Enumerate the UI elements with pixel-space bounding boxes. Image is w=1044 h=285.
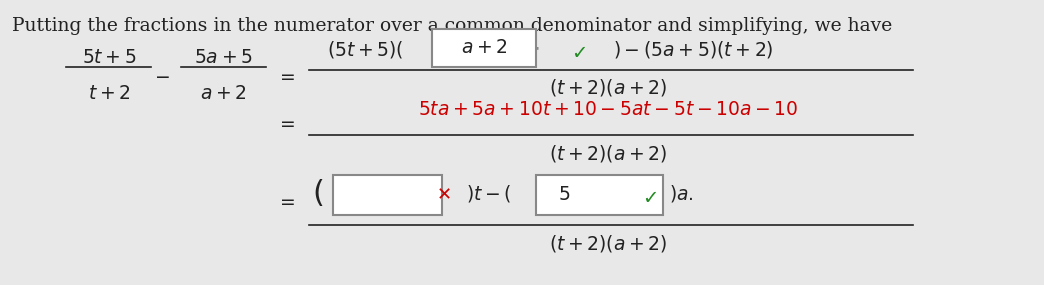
Text: $\cdot$: $\cdot$ — [533, 37, 540, 59]
Text: $(t + 2)(a + 2)$: $(t + 2)(a + 2)$ — [549, 233, 668, 253]
Text: ✓: ✓ — [571, 44, 588, 62]
Text: $)a.$: $)a.$ — [668, 182, 693, 203]
Text: $t + 2$: $t + 2$ — [88, 85, 130, 103]
Text: $5t + 5$: $5t + 5$ — [81, 49, 136, 67]
Text: Putting the fractions in the numerator over a common denominator and simplifying: Putting the fractions in the numerator o… — [11, 17, 893, 35]
Text: $($: $($ — [312, 178, 324, 209]
Text: $)t - ($: $)t - ($ — [466, 182, 512, 203]
Text: $a + 2$: $a + 2$ — [460, 39, 507, 57]
FancyBboxPatch shape — [536, 175, 663, 215]
Text: $5a + 5$: $5a + 5$ — [194, 49, 253, 67]
Text: $=$: $=$ — [277, 192, 295, 210]
Text: $=$: $=$ — [277, 67, 295, 85]
Text: $=$: $=$ — [277, 114, 295, 132]
Text: $) - (5a + 5)(t + 2)$: $) - (5a + 5)(t + 2)$ — [613, 40, 774, 60]
Text: $-$: $-$ — [155, 67, 170, 85]
Text: $a + 2$: $a + 2$ — [199, 85, 246, 103]
Text: $5$: $5$ — [557, 186, 570, 204]
Text: $(t + 2)(a + 2)$: $(t + 2)(a + 2)$ — [549, 78, 668, 99]
Text: $(t + 2)(a + 2)$: $(t + 2)(a + 2)$ — [549, 142, 668, 164]
Text: $(5t + 5)($: $(5t + 5)($ — [328, 40, 404, 60]
FancyBboxPatch shape — [431, 29, 536, 67]
Text: $5ta + 5a + 10t + 10 - 5at - 5t - 10a - 10$: $5ta + 5a + 10t + 10 - 5at - 5t - 10a - … — [419, 101, 799, 119]
Text: ✓: ✓ — [642, 188, 659, 207]
FancyBboxPatch shape — [333, 175, 442, 215]
Text: ✕: ✕ — [437, 186, 452, 204]
